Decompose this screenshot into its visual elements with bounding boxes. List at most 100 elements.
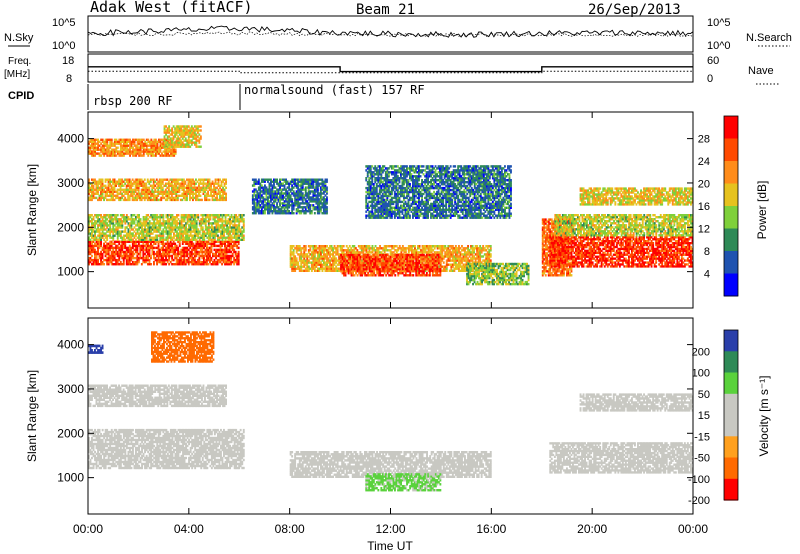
power-cell <box>168 252 171 256</box>
power-cell <box>215 252 217 256</box>
power-cell <box>163 258 166 262</box>
power-cell <box>192 244 195 248</box>
power-cell <box>147 250 149 254</box>
power-cell <box>104 250 107 254</box>
power-cell <box>236 258 239 262</box>
power-cell <box>118 263 121 266</box>
power-cell <box>184 254 187 258</box>
power-cell <box>101 228 104 231</box>
power-cell <box>121 236 124 239</box>
power-cell <box>184 246 187 250</box>
power-cell <box>122 260 125 264</box>
power-cell <box>109 258 112 262</box>
power-cell <box>94 234 96 237</box>
power-cell <box>231 252 234 256</box>
power-cell <box>88 218 90 221</box>
power-cell <box>119 222 122 225</box>
power-cell <box>189 240 192 243</box>
power-cell <box>187 258 190 262</box>
power-cell <box>113 218 116 221</box>
power-cell <box>236 260 239 264</box>
power-cell <box>98 263 101 266</box>
power-cell <box>107 230 110 233</box>
power-cell <box>242 214 245 217</box>
power-cell <box>125 214 128 217</box>
power-cell <box>122 250 125 254</box>
power-cell <box>168 258 171 262</box>
power-cell <box>199 263 202 266</box>
power-cell <box>124 256 127 260</box>
power-cell <box>193 254 196 258</box>
power-cell <box>133 214 136 217</box>
power-cell <box>91 224 93 227</box>
power-cell <box>132 228 134 231</box>
power-cell <box>109 226 112 229</box>
power-cell <box>130 240 133 243</box>
power-cell <box>192 260 195 264</box>
cpid-segment-2: normalsound (fast) 157 RF <box>244 83 425 97</box>
power-cell <box>186 246 189 250</box>
power-cell <box>180 248 183 252</box>
power-cell <box>110 260 113 264</box>
power-cell <box>234 254 237 258</box>
power-cell <box>140 256 143 260</box>
power-cell <box>227 242 230 245</box>
power-cell <box>150 263 152 266</box>
power-cell <box>178 242 181 245</box>
power-cell <box>107 250 110 254</box>
power-cell <box>130 263 133 266</box>
power-cell <box>224 254 226 258</box>
power-cell <box>125 216 128 219</box>
power-cell <box>157 258 160 262</box>
power-cell <box>150 244 152 248</box>
power-cell <box>257 178 260 181</box>
power-cell <box>95 220 98 223</box>
power-cell <box>218 248 220 252</box>
power-cell <box>204 248 207 252</box>
power-cell <box>103 244 105 248</box>
power-cell <box>107 254 110 258</box>
power-cell <box>128 196 131 200</box>
power-cell <box>106 238 109 241</box>
power-cell <box>115 218 118 221</box>
power-cell <box>228 244 231 248</box>
power-cell <box>186 242 189 245</box>
power-cell <box>107 248 110 252</box>
power-cell <box>148 244 151 248</box>
power-cell <box>94 232 96 235</box>
power-cell <box>103 263 105 266</box>
power-cell <box>137 260 140 264</box>
power-cell <box>115 226 118 229</box>
power-cell <box>103 214 106 217</box>
power-cell <box>198 263 201 266</box>
power-cell <box>109 228 112 231</box>
power-cell <box>95 242 98 245</box>
power-cell <box>94 236 96 239</box>
power-cell <box>119 250 122 254</box>
power-cell <box>115 222 118 225</box>
power-cell <box>234 240 237 243</box>
power-cell <box>198 252 201 256</box>
power-cell <box>242 222 245 225</box>
power-cell <box>133 222 136 225</box>
power-cell <box>224 246 226 250</box>
power-cell <box>136 250 139 254</box>
power-cell <box>201 254 204 258</box>
power-cell <box>109 232 112 235</box>
power-cell <box>218 244 220 248</box>
power-cell <box>338 269 341 272</box>
power-cell <box>190 258 193 262</box>
power-cell <box>94 250 96 254</box>
power-cell <box>127 216 130 219</box>
power-cell <box>148 220 151 223</box>
power-cell <box>198 258 201 262</box>
power-cell <box>134 260 137 264</box>
power-cell <box>118 234 121 237</box>
power-cell <box>100 234 102 237</box>
power-cell <box>101 232 104 235</box>
power-cell <box>98 256 101 260</box>
power-cell <box>187 240 190 243</box>
power-cell <box>98 246 101 250</box>
power-cell <box>237 254 240 258</box>
power-cell <box>172 242 175 245</box>
